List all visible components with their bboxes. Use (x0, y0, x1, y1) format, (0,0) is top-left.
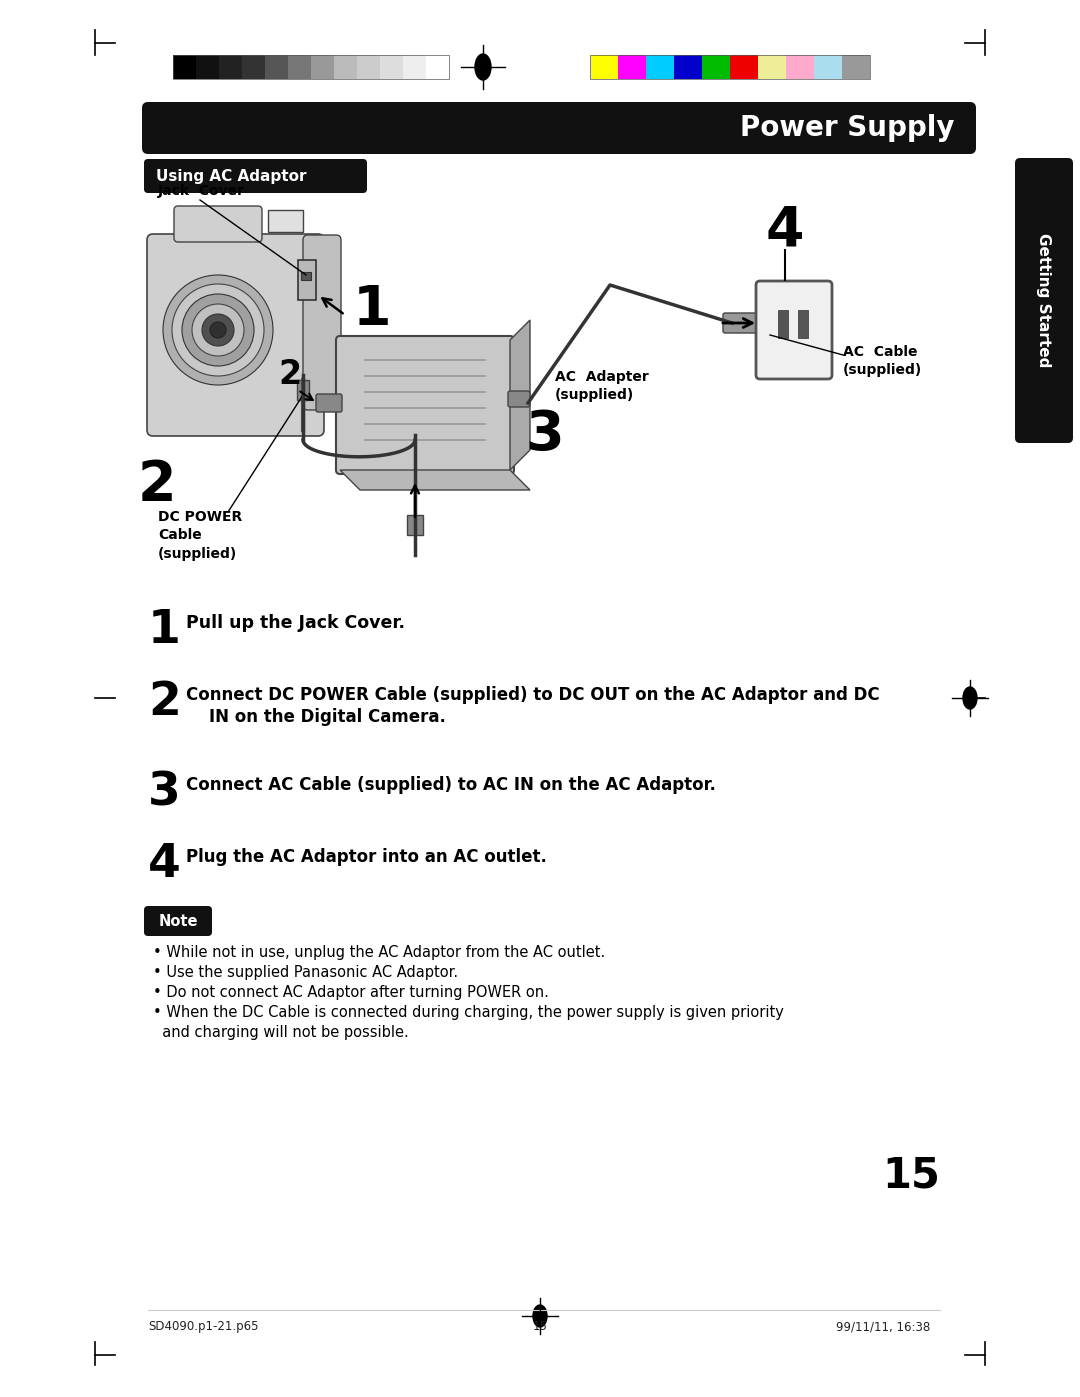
Bar (403, 54, 426, 80)
Text: 99/11/11, 16:38: 99/11/11, 16:38 (836, 1320, 930, 1333)
FancyBboxPatch shape (316, 394, 342, 412)
Text: DC POWER
Cable
(supplied): DC POWER Cable (supplied) (158, 510, 242, 560)
Bar (173, 54, 449, 80)
Text: 15: 15 (882, 1155, 940, 1197)
Text: • Do not connect AC Adaptor after turning POWER on.: • Do not connect AC Adaptor after turnin… (153, 985, 549, 1000)
Circle shape (192, 305, 244, 356)
Text: Power Supply: Power Supply (741, 115, 955, 142)
Text: • When the DC Cable is connected during charging, the power supply is given prio: • When the DC Cable is connected during … (153, 1004, 784, 1020)
Bar (265, 54, 288, 80)
Text: 3: 3 (525, 408, 564, 462)
Text: AC  Adapter
(supplied): AC Adapter (supplied) (555, 370, 649, 402)
Circle shape (172, 284, 264, 376)
FancyBboxPatch shape (508, 391, 530, 407)
Bar (219, 54, 242, 80)
Bar (380, 54, 403, 80)
Bar (173, 54, 195, 80)
FancyBboxPatch shape (144, 159, 367, 193)
Text: 15: 15 (532, 1320, 548, 1333)
Text: 4: 4 (766, 203, 805, 257)
Polygon shape (340, 469, 530, 490)
Text: Plug the AC Adaptor into an AC outlet.: Plug the AC Adaptor into an AC outlet. (186, 848, 546, 866)
Bar (426, 54, 449, 80)
FancyBboxPatch shape (336, 337, 514, 474)
Text: 1: 1 (353, 284, 392, 337)
Text: and charging will not be possible.: and charging will not be possible. (153, 1025, 408, 1039)
Bar (357, 54, 380, 80)
Text: Jack  Cover: Jack Cover (158, 184, 245, 198)
FancyBboxPatch shape (174, 205, 262, 242)
Text: 2: 2 (138, 458, 177, 511)
FancyBboxPatch shape (147, 235, 324, 436)
FancyBboxPatch shape (144, 907, 212, 936)
Text: AC  Cable
(supplied): AC Cable (supplied) (843, 345, 922, 377)
Text: • While not in use, unplug the AC Adaptor from the AC outlet.: • While not in use, unplug the AC Adapto… (153, 944, 605, 960)
Text: Note: Note (159, 914, 198, 929)
Circle shape (202, 314, 234, 346)
Ellipse shape (475, 54, 491, 80)
Bar (288, 54, 311, 80)
Bar (702, 54, 730, 80)
FancyBboxPatch shape (756, 281, 832, 379)
FancyBboxPatch shape (723, 313, 757, 332)
Text: Connect AC Cable (supplied) to AC IN on the AC Adaptor.: Connect AC Cable (supplied) to AC IN on … (186, 775, 716, 793)
Text: Getting Started: Getting Started (1037, 233, 1052, 367)
Bar (760, 285, 770, 374)
Text: 4: 4 (148, 842, 180, 887)
Bar (297, 380, 309, 400)
Text: 2: 2 (148, 680, 180, 725)
Circle shape (183, 293, 254, 366)
Bar (298, 260, 316, 300)
Bar (195, 54, 219, 80)
Bar (590, 54, 870, 80)
Bar (786, 54, 814, 80)
Ellipse shape (534, 1305, 546, 1327)
Bar (842, 54, 870, 80)
Text: IN on the Digital Camera.: IN on the Digital Camera. (186, 708, 446, 726)
Bar (153, 240, 168, 430)
Ellipse shape (963, 687, 977, 710)
Bar (730, 54, 758, 80)
Bar (308, 240, 318, 405)
Text: Pull up the Jack Cover.: Pull up the Jack Cover. (186, 615, 405, 631)
Bar (178, 224, 258, 237)
Circle shape (210, 321, 226, 338)
Bar (334, 54, 357, 80)
Bar (311, 54, 334, 80)
Bar (618, 54, 646, 80)
Bar (407, 515, 423, 535)
FancyBboxPatch shape (303, 235, 341, 409)
Bar (798, 310, 808, 338)
FancyBboxPatch shape (1015, 158, 1074, 443)
Bar (758, 54, 786, 80)
Text: Connect DC POWER Cable (supplied) to DC OUT on the AC Adaptor and DC: Connect DC POWER Cable (supplied) to DC … (186, 686, 879, 704)
Bar (674, 54, 702, 80)
FancyBboxPatch shape (141, 102, 976, 154)
Bar (814, 54, 842, 80)
Text: 1: 1 (148, 608, 180, 652)
Bar (148, 108, 178, 148)
Bar (242, 54, 265, 80)
Bar (268, 210, 303, 232)
Bar (590, 54, 618, 80)
Text: Using AC Adaptor: Using AC Adaptor (156, 169, 307, 183)
Text: • Use the supplied Panasonic AC Adaptor.: • Use the supplied Panasonic AC Adaptor. (153, 965, 458, 981)
Text: 2: 2 (279, 359, 301, 391)
Circle shape (163, 275, 273, 386)
Text: SD4090.p1-21.p65: SD4090.p1-21.p65 (148, 1320, 258, 1333)
Bar (301, 272, 311, 279)
Bar (646, 54, 674, 80)
Polygon shape (510, 320, 530, 469)
Text: 3: 3 (148, 770, 180, 814)
Bar (778, 310, 788, 338)
